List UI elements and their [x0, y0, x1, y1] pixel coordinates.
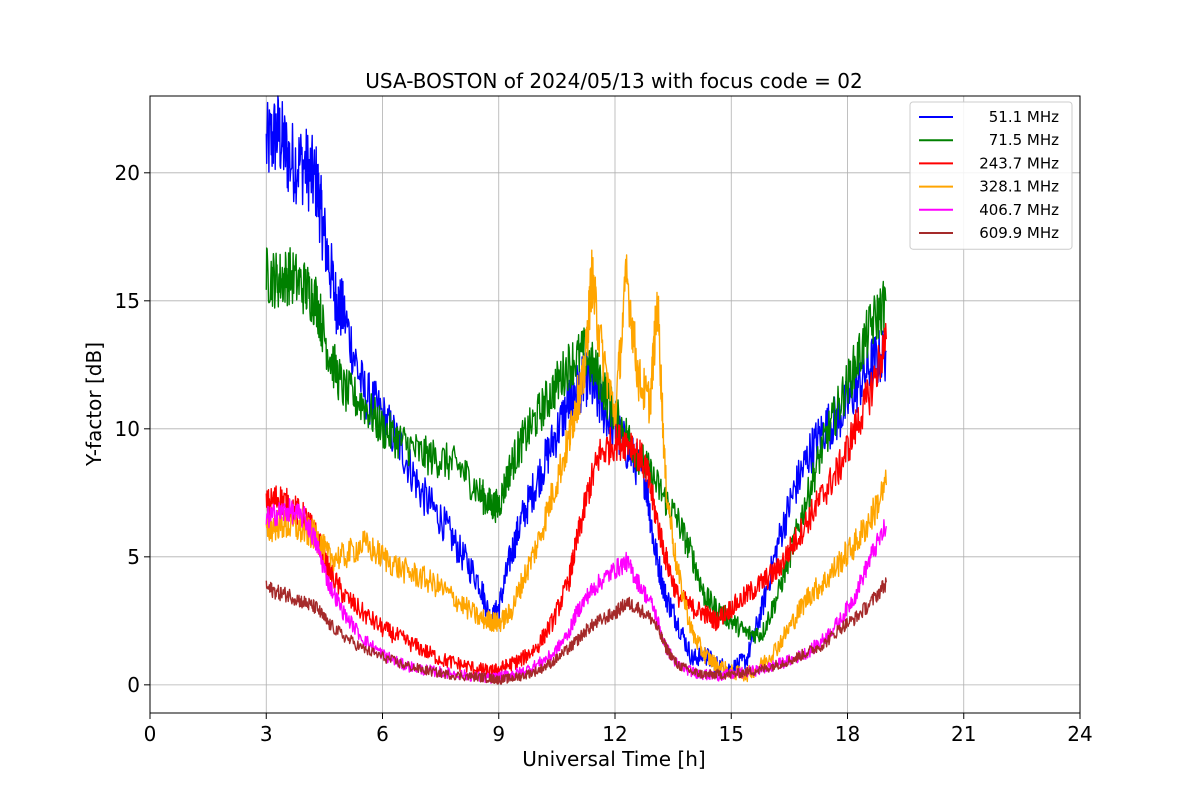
legend-label: 609.9 MHz	[979, 224, 1059, 242]
x-tick-label: 18	[835, 722, 860, 746]
x-tick-label: 15	[719, 722, 744, 746]
x-tick-label: 6	[376, 722, 389, 746]
x-tick-label: 21	[951, 722, 976, 746]
series-layer	[265, 95, 887, 685]
x-tick-label: 24	[1067, 722, 1092, 746]
x-axis: 0 3 6 9 12 15 18 21 24	[144, 713, 1093, 746]
y-axis: 0 5 10 15 20	[115, 161, 150, 697]
legend-label: 51.1 MHz	[989, 108, 1059, 126]
series-line	[265, 247, 887, 644]
series-line	[265, 498, 887, 684]
y-tick-label: 0	[127, 673, 140, 697]
y-tick-label: 5	[127, 545, 140, 569]
x-tick-label: 12	[602, 722, 627, 746]
series-line	[265, 322, 887, 679]
x-tick-label: 9	[492, 722, 505, 746]
y-tick-label: 15	[115, 289, 140, 313]
x-tick-label: 3	[260, 722, 273, 746]
y-tick-label: 20	[115, 161, 140, 185]
legend-label: 406.7 MHz	[979, 201, 1059, 219]
x-axis-label: Universal Time [h]	[522, 747, 705, 771]
series-line	[265, 577, 887, 685]
y-axis-label: Y-factor [dB]	[82, 342, 106, 467]
legend-label: 71.5 MHz	[989, 131, 1059, 149]
series-line	[265, 249, 887, 683]
legend-label: 243.7 MHz	[979, 154, 1059, 172]
legend-box	[909, 101, 1073, 250]
chart-title: USA-BOSTON of 2024/05/13 with focus code…	[365, 69, 862, 93]
legend-label: 328.1 MHz	[979, 178, 1059, 196]
y-tick-label: 10	[115, 417, 140, 441]
x-tick-label: 0	[144, 722, 157, 746]
legend: 51.1 MHz 71.5 MHz 243.7 MHz 328.1 MHz 406.7 …	[909, 101, 1073, 250]
series-line	[265, 95, 887, 678]
